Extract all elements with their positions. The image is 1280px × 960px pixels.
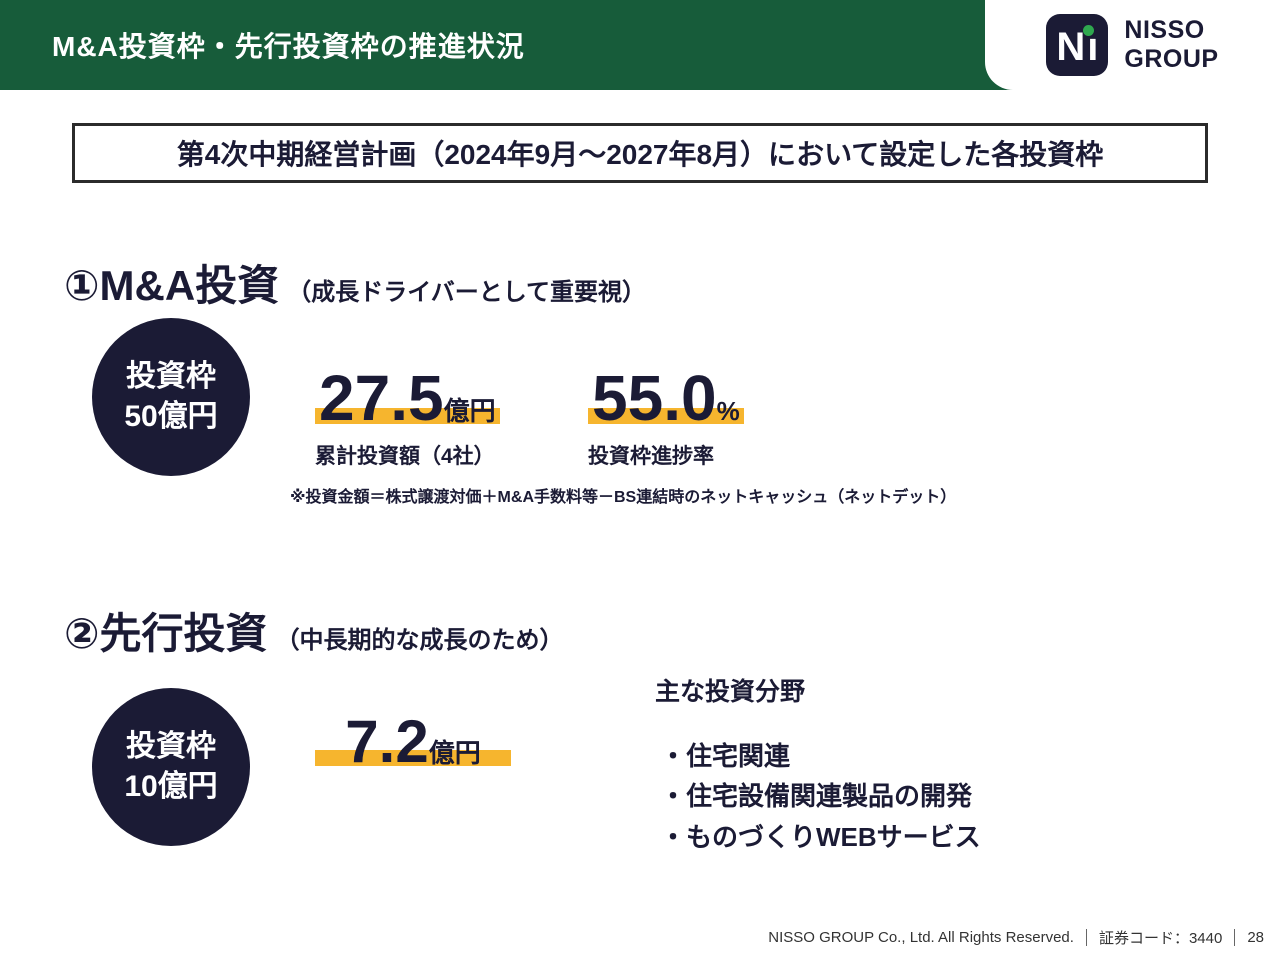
metric-value-row: 27.5億円	[315, 366, 500, 430]
logo-letter-n: N	[1056, 25, 1086, 69]
copyright-text: NISSO GROUP Co., Ltd. All Rights Reserve…	[768, 929, 1074, 946]
section2-heading-main: ②先行投資	[64, 610, 268, 657]
highlight-bar	[315, 408, 500, 424]
plan-title-text: 第4次中期経営計画（2024年9月～2027年8月）において設定した各投資枠	[176, 139, 1104, 170]
footer-divider	[1234, 929, 1236, 946]
investment-calculation-note: ※投資金額＝株式譲渡対価＋M&A手数料等－BS連結時のネットキャッシュ（ネットデ…	[290, 489, 957, 506]
highlight-bar	[315, 750, 511, 766]
logo-text-nisso: NISSO	[1124, 16, 1205, 45]
section-heading-ma: ①M&A投資 （成長ドライバーとして重要視）	[64, 252, 646, 313]
circle-ma-line2: 50億円	[124, 400, 218, 433]
metric-value: 55.0	[592, 362, 717, 434]
metric-label: 投資枠進捗率	[588, 445, 714, 468]
footer: NISSO GROUP Co., Ltd. All Rights Reserve…	[768, 927, 1264, 948]
section1-heading-main: ①M&A投資	[64, 262, 280, 309]
stock-code: 証券コード：3440	[1098, 930, 1223, 947]
metric-unit: 億円	[443, 396, 496, 426]
field-item-housing-equipment: ・住宅設備関連製品の開発	[660, 781, 973, 812]
footer-divider	[1085, 929, 1087, 946]
metric-value-row: 7.2億円	[315, 712, 511, 772]
metric-progress-rate: 55.0% 投資枠進捗率	[588, 366, 744, 470]
investment-fields-title: 主な投資分野	[655, 678, 806, 706]
metric-value: 27.5	[319, 362, 444, 434]
circle-advance-line1: 投資枠	[126, 729, 216, 763]
logo-text-group: GROUP	[1124, 45, 1219, 73]
investment-frame-circle-advance: 投資枠 10億円	[92, 688, 250, 846]
field-item-web-service: ・ものづくりWEBサービス	[660, 821, 981, 852]
highlight-bar	[588, 408, 744, 424]
metric-unit: %	[716, 396, 740, 426]
logo-letter-i: ı	[1087, 25, 1099, 69]
circle-advance-line2: 10億円	[124, 770, 218, 803]
metric-unit: 億円	[428, 738, 481, 768]
metric-advance-investment: 7.2億円	[315, 712, 511, 772]
metric-value-row: 55.0%	[588, 366, 744, 430]
circle-ma-line1: 投資枠	[126, 359, 216, 393]
slide-title: M&A投資枠・先行投資枠の推進状況	[52, 31, 525, 62]
metric-label: 累計投資額（4社）	[315, 445, 495, 468]
section2-heading-note: （中長期的な成長のため）	[275, 627, 564, 654]
plan-title-box: 第4次中期経営計画（2024年9月～2027年8月）において設定した各投資枠	[72, 123, 1208, 183]
metric-value: 7.2	[345, 708, 429, 775]
field-item-housing: ・住宅関連	[660, 741, 791, 771]
logo-wordmark: NISSO GROUP	[1124, 16, 1218, 74]
investment-fields-list: ・住宅関連 ・住宅設備関連製品の開発 ・ものづくりWEBサービス	[660, 736, 981, 857]
page-number: 28	[1247, 929, 1264, 946]
section-heading-advance: ②先行投資 （中長期的な成長のため）	[64, 600, 564, 661]
section1-heading-note: （成長ドライバーとして重要視）	[287, 279, 647, 306]
investment-frame-circle-ma: 投資枠 50億円	[92, 318, 250, 476]
metric-cumulative-investment: 27.5億円 累計投資額（4社）	[315, 366, 500, 470]
logo-green-dot-icon	[1083, 25, 1095, 36]
